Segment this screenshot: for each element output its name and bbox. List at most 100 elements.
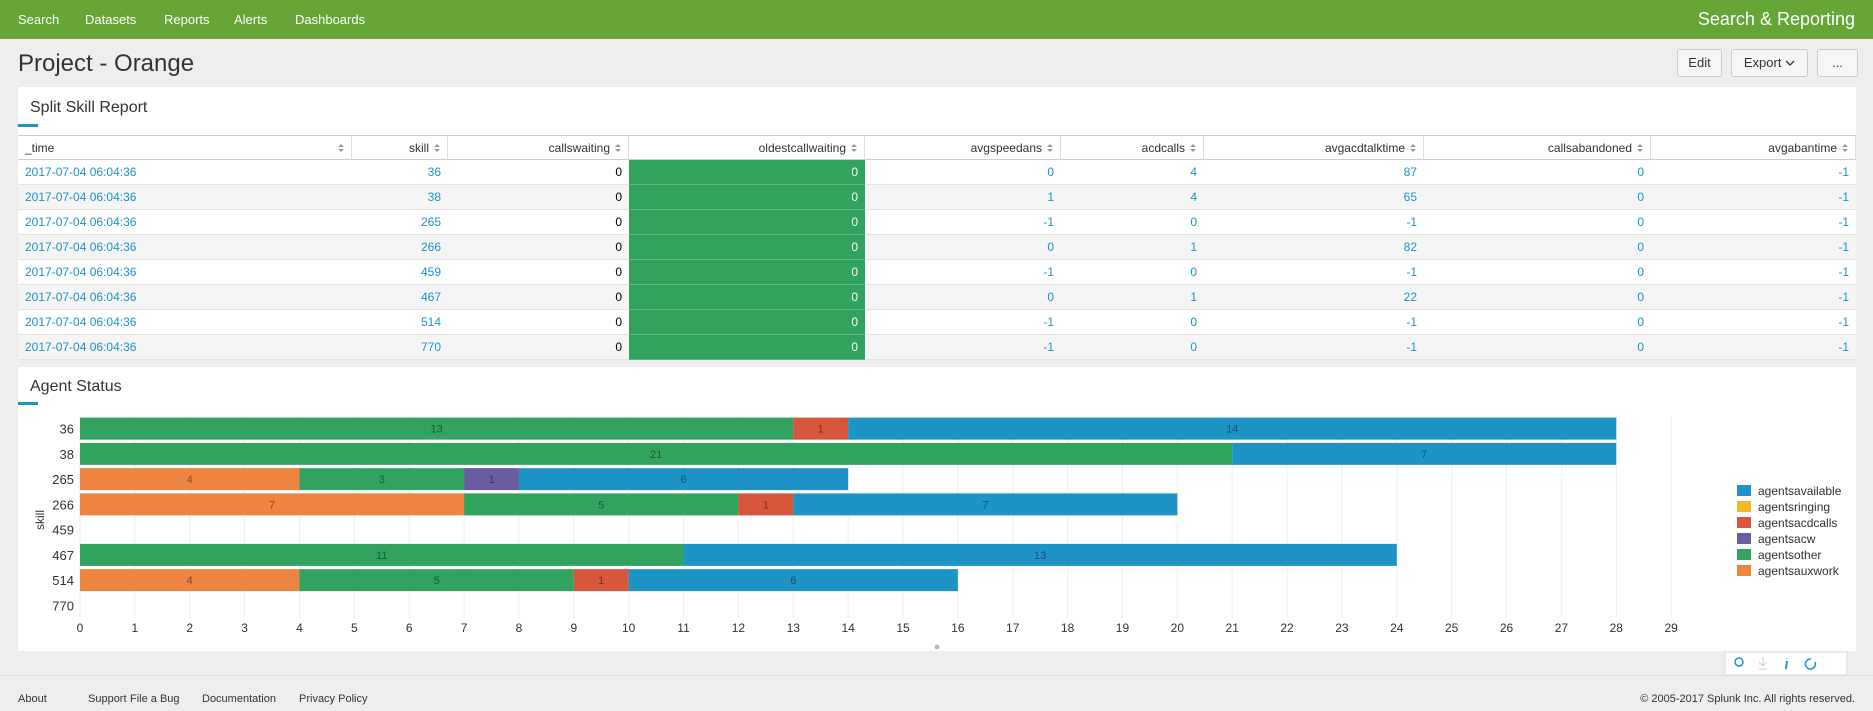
column-header[interactable]: acdcalls: [1061, 135, 1204, 160]
table-cell[interactable]: 0: [1047, 165, 1054, 179]
table-cell[interactable]: 1: [1190, 290, 1197, 304]
table-cell[interactable]: 0: [1047, 290, 1054, 304]
table-cell[interactable]: -1: [1838, 165, 1849, 179]
table-cell[interactable]: 0: [1637, 340, 1644, 354]
table-cell[interactable]: 0: [1637, 165, 1644, 179]
edit-button[interactable]: Edit: [1677, 49, 1722, 77]
data-label: 1: [763, 499, 769, 511]
table-cell[interactable]: -1: [1406, 315, 1417, 329]
table-cell[interactable]: 459: [420, 265, 441, 279]
table-cell[interactable]: 2017-07-04 06:04:36: [25, 165, 137, 179]
table-cell[interactable]: 0: [1637, 265, 1644, 279]
column-header[interactable]: oldestcallwaiting: [629, 135, 865, 160]
export-label: Export: [1743, 55, 1782, 70]
table-cell: 0: [629, 235, 865, 260]
table-row: [18, 210, 1856, 235]
footer-link[interactable]: Support: [88, 693, 127, 705]
table-cell[interactable]: -1: [1838, 340, 1849, 354]
table-cell[interactable]: 266: [420, 240, 441, 254]
column-header[interactable]: avgspeedans: [865, 135, 1061, 160]
table-cell[interactable]: -1: [1043, 340, 1054, 354]
bar-segment: [80, 468, 300, 491]
table-cell[interactable]: -1: [1838, 290, 1849, 304]
table-cell[interactable]: -1: [1043, 265, 1054, 279]
table-cell[interactable]: 2017-07-04 06:04:36: [25, 215, 137, 229]
table-cell[interactable]: -1: [1406, 265, 1417, 279]
table-cell[interactable]: -1: [1838, 190, 1849, 204]
table-cell[interactable]: 2017-07-04 06:04:36: [25, 340, 137, 354]
table-cell[interactable]: 0: [1190, 340, 1197, 354]
table-cell[interactable]: 0: [1047, 240, 1054, 254]
table-cell[interactable]: 467: [420, 290, 441, 304]
table-cell[interactable]: 38: [427, 190, 441, 204]
data-label: 1: [818, 424, 824, 436]
table-cell[interactable]: 2017-07-04 06:04:36: [25, 290, 137, 304]
table-cell[interactable]: 0: [1637, 315, 1644, 329]
app-title[interactable]: Search & Reporting: [1697, 9, 1855, 29]
nav-item[interactable]: Dashboards: [295, 12, 366, 27]
column-header[interactable]: callsabandoned: [1424, 135, 1651, 160]
table-cell[interactable]: 514: [420, 315, 441, 329]
footer-link[interactable]: File a Bug: [130, 693, 180, 705]
table-cell[interactable]: -1: [1043, 215, 1054, 229]
legend-label: agentsavailable: [1758, 484, 1842, 498]
y-axis-label: skill: [33, 510, 47, 530]
refresh-icon[interactable]: [1804, 658, 1817, 670]
table-cell[interactable]: 770: [420, 340, 441, 354]
table-cell[interactable]: 1: [1047, 190, 1054, 204]
legend-label: agentsacw: [1758, 532, 1816, 546]
table-cell[interactable]: -1: [1838, 265, 1849, 279]
legend-label: agentsother: [1758, 548, 1821, 562]
table-cell[interactable]: 82: [1403, 240, 1417, 254]
info-icon[interactable]: [1785, 658, 1788, 670]
table-cell[interactable]: -1: [1838, 315, 1849, 329]
x-tick-label: 20: [1171, 621, 1185, 635]
footer-link[interactable]: Documentation: [202, 693, 276, 705]
column-header[interactable]: _time: [18, 135, 352, 160]
table-cell[interactable]: 4: [1190, 190, 1197, 204]
footer-link[interactable]: Privacy Policy: [299, 693, 368, 705]
table-cell[interactable]: -1: [1838, 240, 1849, 254]
table-cell[interactable]: 2017-07-04 06:04:36: [25, 265, 137, 279]
page-title: Project - Orange: [18, 50, 195, 77]
table-cell[interactable]: 0: [1637, 215, 1644, 229]
table-cell[interactable]: 22: [1403, 290, 1417, 304]
table-cell[interactable]: -1: [1406, 340, 1417, 354]
nav-item[interactable]: Reports: [164, 12, 210, 27]
table-cell[interactable]: 4: [1190, 165, 1197, 179]
table-cell[interactable]: 2017-07-04 06:04:36: [25, 240, 137, 254]
x-tick-label: 23: [1335, 621, 1349, 635]
table-cell[interactable]: 0: [1190, 265, 1197, 279]
search-icon[interactable]: [1734, 657, 1744, 667]
download-icon[interactable]: [1758, 657, 1768, 670]
table-cell[interactable]: 0: [1637, 290, 1644, 304]
bar-segment: [80, 417, 794, 440]
table-cell[interactable]: 2017-07-04 06:04:36: [25, 190, 137, 204]
table-cell[interactable]: -1: [1838, 215, 1849, 229]
data-label: 7: [1421, 449, 1427, 461]
more-button[interactable]: ...: [1817, 49, 1858, 77]
table-cell[interactable]: 2017-07-04 06:04:36: [25, 315, 137, 329]
table-cell[interactable]: 87: [1403, 165, 1417, 179]
nav-item[interactable]: Search: [18, 12, 60, 27]
table-cell[interactable]: 1: [1190, 240, 1197, 254]
bar-segment: [299, 569, 574, 592]
table-cell[interactable]: 0: [1637, 240, 1644, 254]
table-cell[interactable]: -1: [1043, 315, 1054, 329]
nav-item[interactable]: Datasets: [85, 12, 137, 27]
column-header[interactable]: callswaiting: [448, 135, 629, 160]
nav-item[interactable]: Alerts: [234, 12, 268, 27]
table-cell[interactable]: 0: [1190, 315, 1197, 329]
table-cell[interactable]: -1: [1406, 215, 1417, 229]
table-cell[interactable]: 0: [1190, 215, 1197, 229]
legend-swatch: [1737, 549, 1751, 560]
footer-link[interactable]: About: [18, 693, 47, 705]
column-header[interactable]: avgacdtalktime: [1204, 135, 1424, 160]
table-cell[interactable]: 36: [427, 165, 441, 179]
column-header[interactable]: skill: [352, 135, 448, 160]
export-button[interactable]: Export: [1731, 49, 1808, 77]
table-cell[interactable]: 0: [1637, 190, 1644, 204]
column-header[interactable]: avgabantime: [1651, 135, 1856, 160]
table-cell[interactable]: 265: [420, 215, 441, 229]
table-cell[interactable]: 65: [1403, 190, 1417, 204]
